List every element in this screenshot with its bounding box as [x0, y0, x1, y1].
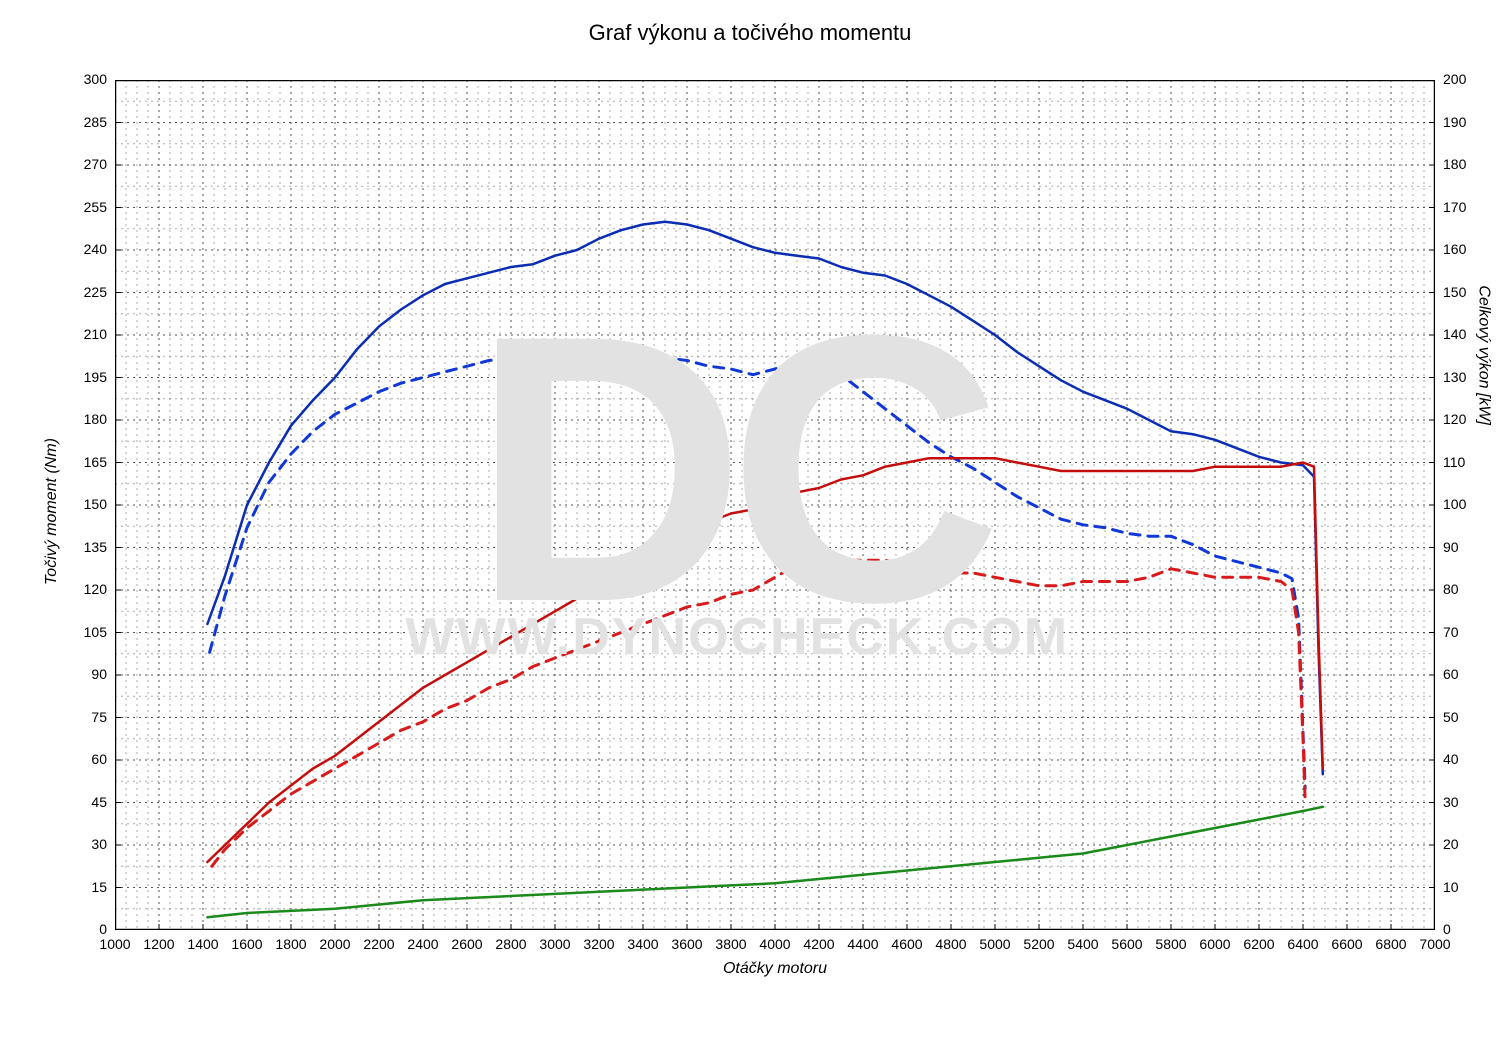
tick-label: 75 — [91, 709, 107, 725]
tick-label: 5600 — [1111, 936, 1142, 952]
tick-label: 0 — [99, 921, 107, 937]
tick-label: 1800 — [275, 936, 306, 952]
tick-label: 150 — [1443, 284, 1466, 300]
tick-label: 15 — [91, 879, 107, 895]
chart-title: Graf výkonu a točivého momentu — [0, 20, 1500, 46]
tick-label: 150 — [84, 496, 107, 512]
tick-label: 130 — [1443, 369, 1466, 385]
tick-label: 110 — [1443, 454, 1465, 470]
tick-label: 2800 — [495, 936, 526, 952]
tick-label: 120 — [1443, 411, 1466, 427]
tick-label: 6800 — [1375, 936, 1406, 952]
tick-label: 2000 — [319, 936, 350, 952]
tick-label: 6200 — [1243, 936, 1274, 952]
tick-label: 4800 — [935, 936, 966, 952]
tick-label: 4000 — [759, 936, 790, 952]
tick-label: 45 — [91, 794, 107, 810]
tick-label: 30 — [1443, 794, 1459, 810]
tick-label: 10 — [1443, 879, 1459, 895]
tick-label: 225 — [84, 284, 107, 300]
tick-label: 1600 — [231, 936, 262, 952]
tick-label: 70 — [1443, 624, 1459, 640]
series-torque-stock — [210, 358, 1306, 789]
tick-label: 5000 — [979, 936, 1010, 952]
tick-label: 80 — [1443, 581, 1459, 597]
tick-label: 90 — [91, 666, 107, 682]
tick-label: 180 — [84, 411, 107, 427]
y-right-axis-label: Celkový výkon [kW] — [1475, 285, 1493, 425]
tick-label: 40 — [1443, 751, 1459, 767]
tick-label: 1400 — [187, 936, 218, 952]
x-axis-label: Otáčky motoru — [115, 960, 1435, 978]
tick-label: 100 — [1443, 496, 1466, 512]
tick-label: 1200 — [143, 936, 174, 952]
tick-label: 140 — [1443, 326, 1466, 342]
tick-label: 90 — [1443, 539, 1459, 555]
tick-label: 3600 — [671, 936, 702, 952]
tick-label: 5400 — [1067, 936, 1098, 952]
tick-label: 6400 — [1287, 936, 1318, 952]
tick-label: 0 — [1443, 921, 1451, 937]
tick-label: 3800 — [715, 936, 746, 952]
tick-label: 170 — [1443, 199, 1466, 215]
tick-label: 50 — [1443, 709, 1459, 725]
tick-label: 300 — [84, 71, 107, 87]
tick-label: 165 — [84, 454, 107, 470]
tick-label: 5200 — [1023, 936, 1054, 952]
tick-label: 4400 — [847, 936, 878, 952]
tick-label: 160 — [1443, 241, 1466, 257]
tick-label: 180 — [1443, 156, 1466, 172]
tick-label: 2400 — [407, 936, 438, 952]
tick-label: 3200 — [583, 936, 614, 952]
tick-label: 6000 — [1199, 936, 1230, 952]
tick-label: 20 — [1443, 836, 1459, 852]
tick-label: 5800 — [1155, 936, 1186, 952]
tick-label: 190 — [1443, 114, 1466, 130]
tick-label: 135 — [84, 539, 107, 555]
tick-label: 195 — [84, 369, 107, 385]
tick-label: 2600 — [451, 936, 482, 952]
tick-label: 4200 — [803, 936, 834, 952]
tick-label: 200 — [1443, 71, 1466, 87]
tick-label: 1000 — [99, 936, 130, 952]
tick-label: 255 — [84, 199, 107, 215]
tick-label: 6600 — [1331, 936, 1362, 952]
tick-label: 285 — [84, 114, 107, 130]
tick-label: 60 — [1443, 666, 1459, 682]
series-torque-tuned — [207, 222, 1322, 775]
tick-label: 3000 — [539, 936, 570, 952]
tick-label: 210 — [84, 326, 107, 342]
series-power-tuned — [207, 458, 1322, 862]
tick-label: 105 — [84, 624, 107, 640]
tick-label: 30 — [91, 836, 107, 852]
tick-label: 120 — [84, 581, 107, 597]
tick-label: 270 — [84, 156, 107, 172]
y-left-axis-label: Točivý moment (Nm) — [43, 438, 61, 585]
tick-label: 2200 — [363, 936, 394, 952]
tick-label: 7000 — [1419, 936, 1450, 952]
tick-label: 60 — [91, 751, 107, 767]
tick-label: 4600 — [891, 936, 922, 952]
tick-label: 3400 — [627, 936, 658, 952]
plot-area — [115, 80, 1435, 930]
tick-label: 240 — [84, 241, 107, 257]
series-power-stock — [212, 560, 1305, 866]
chart-container: Graf výkonu a točivého momentu DC WWW.DY… — [0, 0, 1500, 1040]
